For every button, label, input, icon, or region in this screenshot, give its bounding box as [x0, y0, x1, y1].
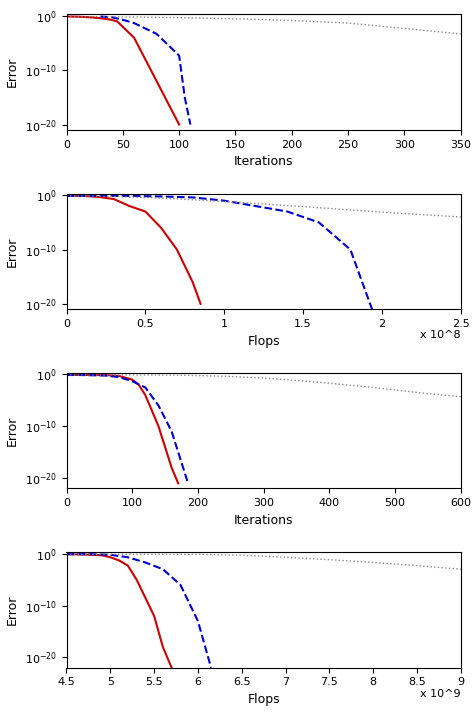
Y-axis label: Error: Error	[6, 595, 19, 625]
X-axis label: Iterations: Iterations	[234, 155, 294, 168]
Text: x 10^8: x 10^8	[420, 330, 461, 340]
X-axis label: Flops: Flops	[247, 693, 280, 706]
Y-axis label: Error: Error	[6, 416, 19, 446]
X-axis label: Flops: Flops	[247, 335, 280, 348]
Text: x 10^9: x 10^9	[420, 689, 461, 699]
Y-axis label: Error: Error	[6, 57, 19, 88]
Y-axis label: Error: Error	[6, 236, 19, 266]
X-axis label: Iterations: Iterations	[234, 514, 294, 527]
